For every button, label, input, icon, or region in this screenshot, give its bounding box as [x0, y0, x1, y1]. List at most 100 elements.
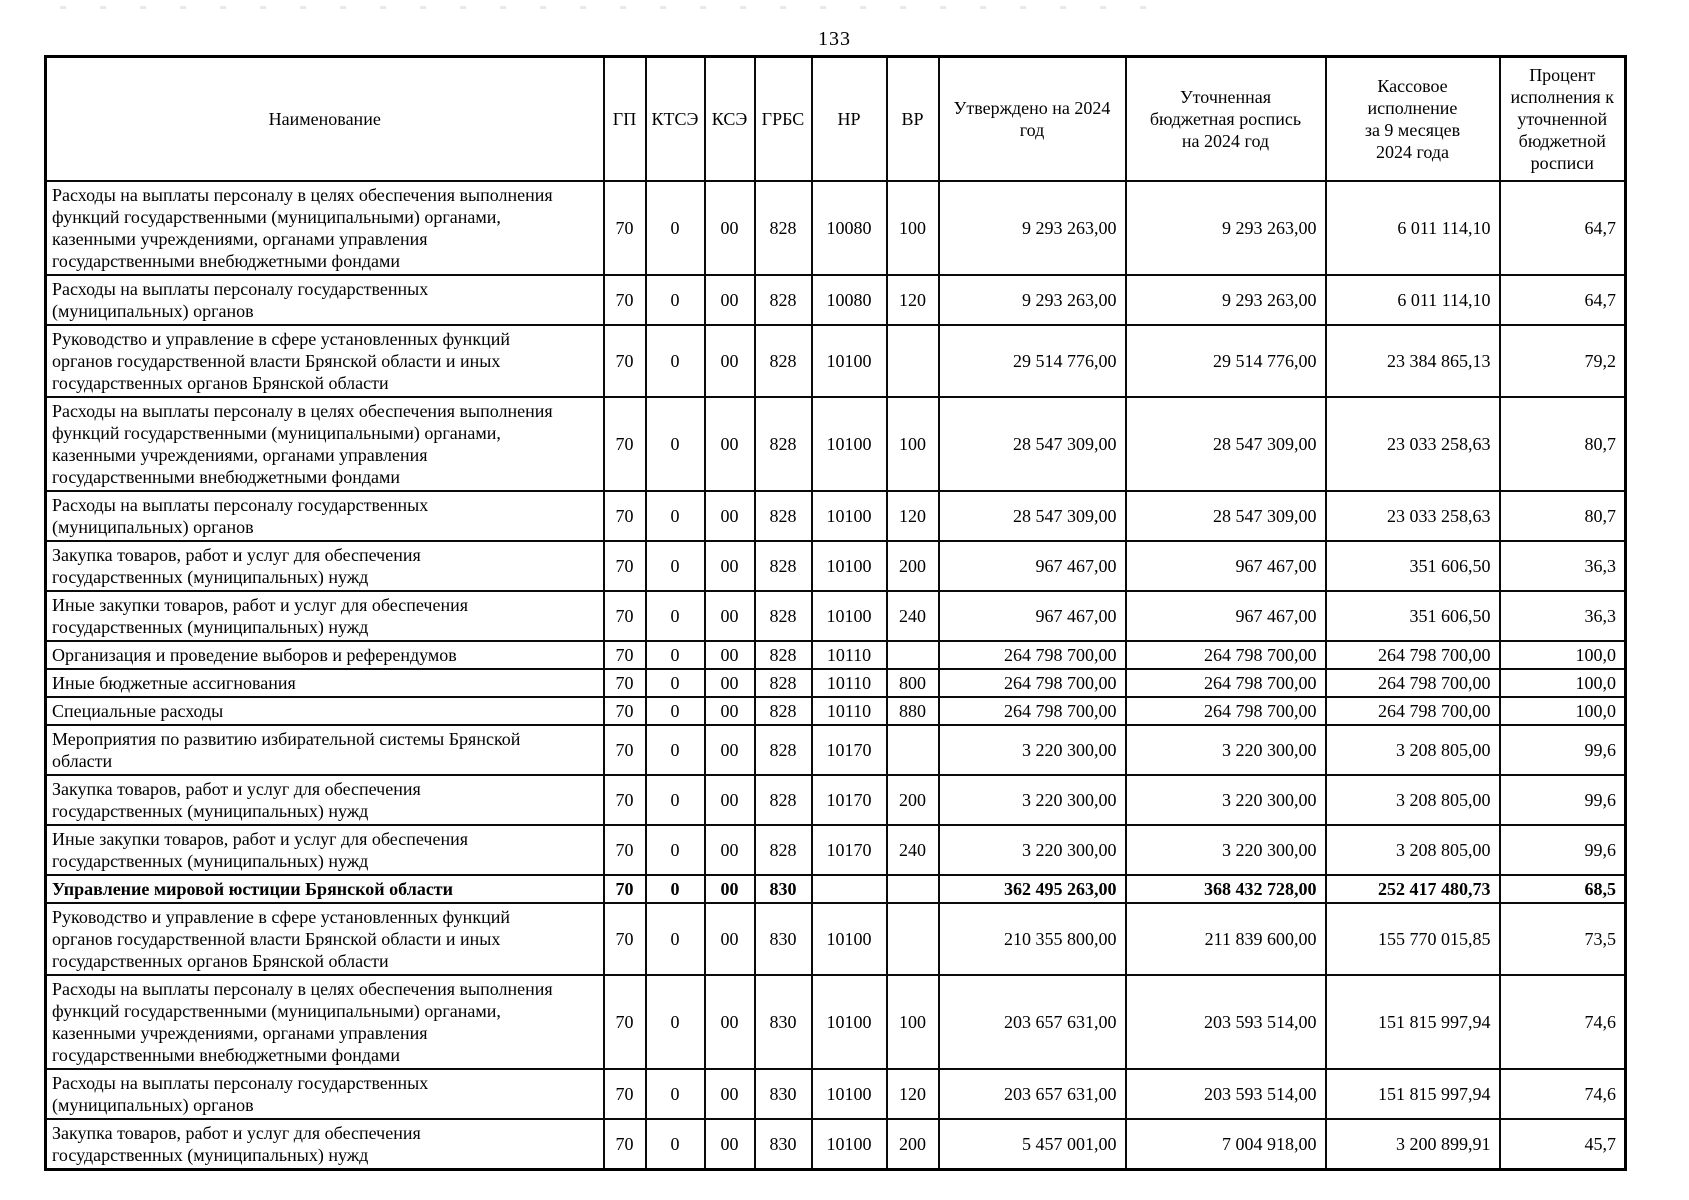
grbs-cell: 828 — [753, 396, 813, 492]
gp-cell: 70 — [602, 590, 647, 642]
percent-cell: 100,0 — [1498, 696, 1627, 726]
ktse-cell: 0 — [644, 974, 706, 1070]
table-row: Мероприятия по развитию избирательной си… — [44, 724, 1627, 776]
grbs-cell: 828 — [753, 696, 813, 726]
cash-cell: 264 798 700,00 — [1324, 640, 1501, 670]
nr-cell: 10110 — [810, 696, 888, 726]
updated-cell: 9 293 263,00 — [1124, 274, 1327, 326]
ktse-cell: 0 — [644, 1118, 706, 1171]
table-row: Расходы на выплаты персоналу государстве… — [44, 1068, 1627, 1120]
kse-cell: 00 — [703, 668, 756, 698]
cash-cell: 151 815 997,94 — [1324, 1068, 1501, 1120]
header-percent: Процент исполнения к уточненной бюджетно… — [1498, 55, 1627, 182]
nr-cell: 10100 — [810, 590, 888, 642]
header-vr: ВР — [885, 55, 940, 182]
table-row: Расходы на выплаты персоналу в целях обе… — [44, 974, 1627, 1070]
updated-cell: 3 220 300,00 — [1124, 824, 1327, 876]
approved-cell: 203 657 631,00 — [937, 1068, 1127, 1120]
nr-cell: 10110 — [810, 668, 888, 698]
percent-cell: 36,3 — [1498, 540, 1627, 592]
nr-cell — [810, 874, 888, 904]
ktse-cell: 0 — [644, 396, 706, 492]
kse-cell: 00 — [703, 396, 756, 492]
vr-cell: 100 — [885, 974, 940, 1070]
cash-cell: 264 798 700,00 — [1324, 696, 1501, 726]
header-approved: Утверждено на 2024 год — [937, 55, 1127, 182]
cash-cell: 151 815 997,94 — [1324, 974, 1501, 1070]
cash-cell: 252 417 480,73 — [1324, 874, 1501, 904]
table-row: Закупка товаров, работ и услуг для обесп… — [44, 774, 1627, 826]
ktse-cell: 0 — [644, 180, 706, 276]
kse-cell: 00 — [703, 324, 756, 398]
percent-cell: 99,6 — [1498, 724, 1627, 776]
ktse-cell: 0 — [644, 590, 706, 642]
name-cell: Закупка товаров, работ и услуг для обесп… — [44, 540, 605, 592]
kse-cell: 00 — [703, 1068, 756, 1120]
ktse-cell: 0 — [644, 640, 706, 670]
nr-cell: 10100 — [810, 974, 888, 1070]
ktse-cell: 0 — [644, 540, 706, 592]
name-cell: Иные бюджетные ассигнования — [44, 668, 605, 698]
grbs-cell: 830 — [753, 1068, 813, 1120]
vr-cell: 100 — [885, 180, 940, 276]
grbs-cell: 828 — [753, 774, 813, 826]
percent-cell: 68,5 — [1498, 874, 1627, 904]
ktse-cell: 0 — [644, 824, 706, 876]
percent-cell: 79,2 — [1498, 324, 1627, 398]
vr-cell — [885, 324, 940, 398]
header-gp: ГП — [602, 55, 647, 182]
grbs-cell: 828 — [753, 590, 813, 642]
ktse-cell: 0 — [644, 274, 706, 326]
name-cell: Руководство и управление в сфере установ… — [44, 902, 605, 976]
grbs-cell: 828 — [753, 668, 813, 698]
header-name: Наименование — [44, 55, 605, 182]
kse-cell: 00 — [703, 1118, 756, 1171]
name-cell: Закупка товаров, работ и услуг для обесп… — [44, 1118, 605, 1171]
name-cell: Мероприятия по развитию избирательной си… — [44, 724, 605, 776]
approved-cell: 967 467,00 — [937, 540, 1127, 592]
ktse-cell: 0 — [644, 724, 706, 776]
table-header: Наименование ГП КТСЭ КСЭ ГРБС НР ВР Утве… — [44, 55, 1627, 182]
cash-cell: 6 011 114,10 — [1324, 274, 1501, 326]
approved-cell: 5 457 001,00 — [937, 1118, 1127, 1171]
nr-cell: 10100 — [810, 902, 888, 976]
grbs-cell: 828 — [753, 274, 813, 326]
percent-cell: 80,7 — [1498, 396, 1627, 492]
name-cell: Иные закупки товаров, работ и услуг для … — [44, 590, 605, 642]
nr-cell: 10100 — [810, 540, 888, 592]
header-nr: НР — [810, 55, 888, 182]
kse-cell: 00 — [703, 724, 756, 776]
cash-cell: 23 033 258,63 — [1324, 490, 1501, 542]
cash-cell: 3 208 805,00 — [1324, 774, 1501, 826]
vr-cell: 800 — [885, 668, 940, 698]
gp-cell: 70 — [602, 874, 647, 904]
nr-cell: 10170 — [810, 824, 888, 876]
nr-cell: 10100 — [810, 1068, 888, 1120]
updated-cell: 967 467,00 — [1124, 540, 1327, 592]
kse-cell: 00 — [703, 640, 756, 670]
vr-cell — [885, 902, 940, 976]
nr-cell: 10100 — [810, 396, 888, 492]
grbs-cell: 830 — [753, 874, 813, 904]
cash-cell: 3 208 805,00 — [1324, 824, 1501, 876]
gp-cell: 70 — [602, 274, 647, 326]
approved-cell: 264 798 700,00 — [937, 640, 1127, 670]
kse-cell: 00 — [703, 540, 756, 592]
name-cell: Организация и проведение выборов и рефер… — [44, 640, 605, 670]
gp-cell: 70 — [602, 696, 647, 726]
header-row: Наименование ГП КТСЭ КСЭ ГРБС НР ВР Утве… — [44, 55, 1627, 182]
ktse-cell: 0 — [644, 668, 706, 698]
name-cell: Расходы на выплаты персоналу в целях обе… — [44, 180, 605, 276]
kse-cell: 00 — [703, 590, 756, 642]
percent-cell: 100,0 — [1498, 668, 1627, 698]
approved-cell: 3 220 300,00 — [937, 724, 1127, 776]
vr-cell: 240 — [885, 824, 940, 876]
grbs-cell: 828 — [753, 324, 813, 398]
nr-cell: 10100 — [810, 1118, 888, 1171]
name-cell: Иные закупки товаров, работ и услуг для … — [44, 824, 605, 876]
vr-cell: 120 — [885, 490, 940, 542]
percent-cell: 80,7 — [1498, 490, 1627, 542]
grbs-cell: 828 — [753, 640, 813, 670]
grbs-cell: 830 — [753, 902, 813, 976]
